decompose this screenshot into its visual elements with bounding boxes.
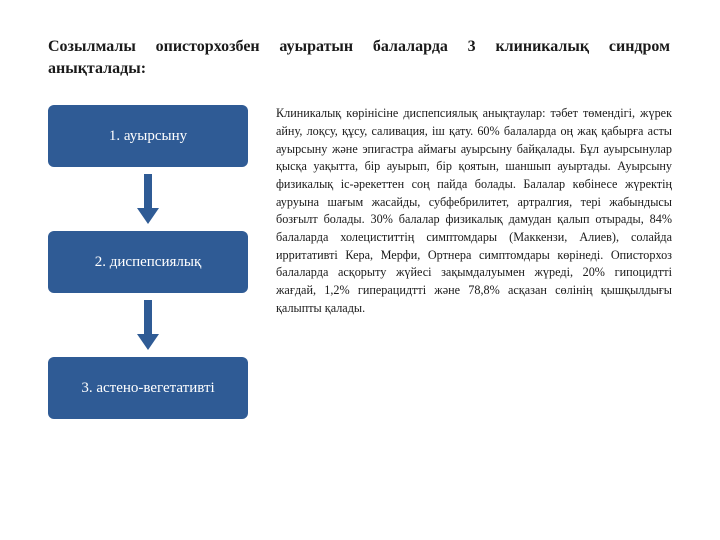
flow-arrow-2	[137, 293, 159, 357]
syndrome-box-3: 3. астено-вегетативті	[48, 357, 248, 419]
syndrome-box-2: 2. диспепсиялық	[48, 231, 248, 293]
description-paragraph: Клиникалық көрінісіне диспепсиялық анықт…	[276, 105, 672, 419]
content-row: 1. ауырсыну 2. диспепсиялық 3. астено-ве…	[48, 105, 672, 419]
flow-arrow-1	[137, 167, 159, 231]
arrow-down-icon	[137, 300, 159, 350]
page-title: Созылмалы описторхозбен ауыратын балалар…	[48, 36, 672, 79]
arrow-down-icon	[137, 174, 159, 224]
syndrome-box-1: 1. ауырсыну	[48, 105, 248, 167]
syndrome-flow: 1. ауырсыну 2. диспепсиялық 3. астено-ве…	[48, 105, 248, 419]
